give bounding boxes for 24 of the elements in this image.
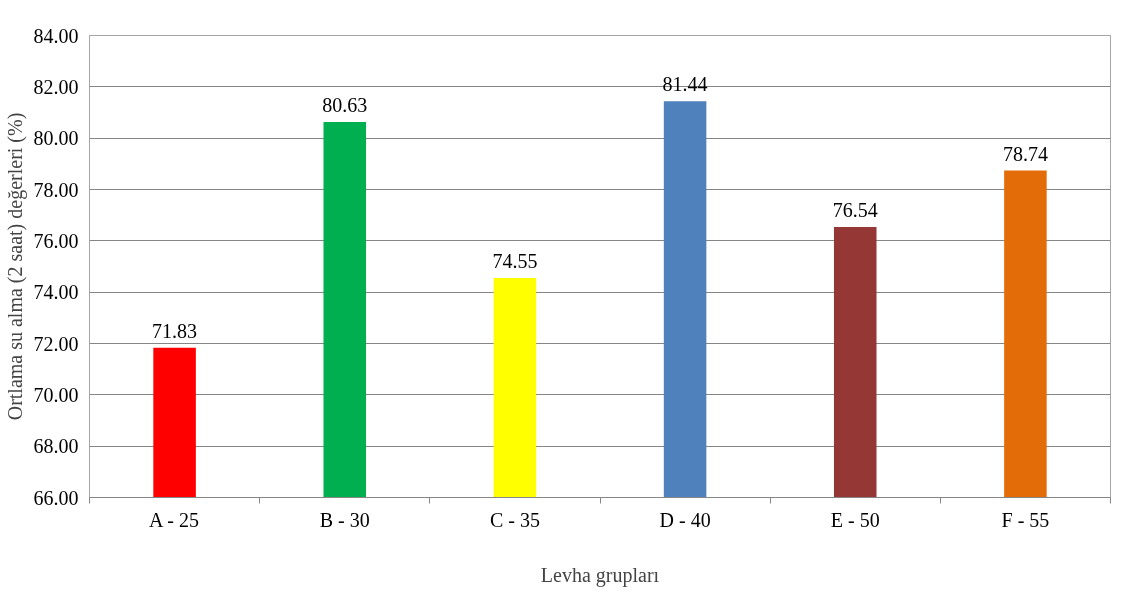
y-tick-label: 74.00	[33, 281, 79, 304]
y-axis-title: Ortlama su alma (2 saat) değerleri (%)	[3, 112, 27, 421]
y-tick-label: 72.00	[33, 332, 79, 355]
y-tick-label: 78.00	[33, 178, 79, 201]
y-tick-label: 84.00	[33, 24, 79, 47]
x-tick-label: B - 30	[319, 508, 370, 531]
x-tick-label: F - 55	[1001, 508, 1050, 531]
y-tick-label: 66.00	[33, 486, 79, 509]
y-tick-label: 70.00	[33, 383, 79, 406]
data-label: 74.55	[492, 250, 538, 273]
y-tick-label: 76.00	[33, 229, 79, 252]
y-tick-label: 80.00	[33, 127, 79, 150]
data-label: 71.83	[152, 319, 198, 342]
x-tick-label: C - 35	[489, 508, 540, 531]
data-label: 78.74	[1002, 142, 1048, 165]
y-tick-label: 68.00	[33, 435, 79, 458]
y-tick-label: 82.00	[33, 75, 79, 98]
x-axis-title: Levha grupları	[540, 563, 660, 587]
data-label: 81.44	[662, 73, 708, 96]
data-label: 76.54	[832, 198, 878, 221]
x-tick-label: E - 50	[830, 508, 880, 531]
data-label: 80.63	[322, 94, 368, 116]
x-tick-label: D - 40	[659, 508, 711, 531]
x-tick-label: A - 25	[149, 508, 200, 531]
